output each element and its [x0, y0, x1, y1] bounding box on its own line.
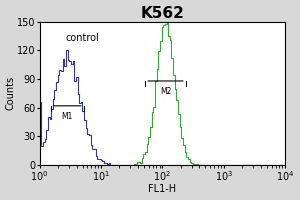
Text: control: control — [65, 33, 99, 43]
Title: K562: K562 — [140, 6, 184, 21]
Text: M1: M1 — [61, 112, 73, 121]
X-axis label: FL1-H: FL1-H — [148, 184, 176, 194]
Y-axis label: Counts: Counts — [6, 76, 16, 110]
Text: M2: M2 — [160, 87, 171, 96]
